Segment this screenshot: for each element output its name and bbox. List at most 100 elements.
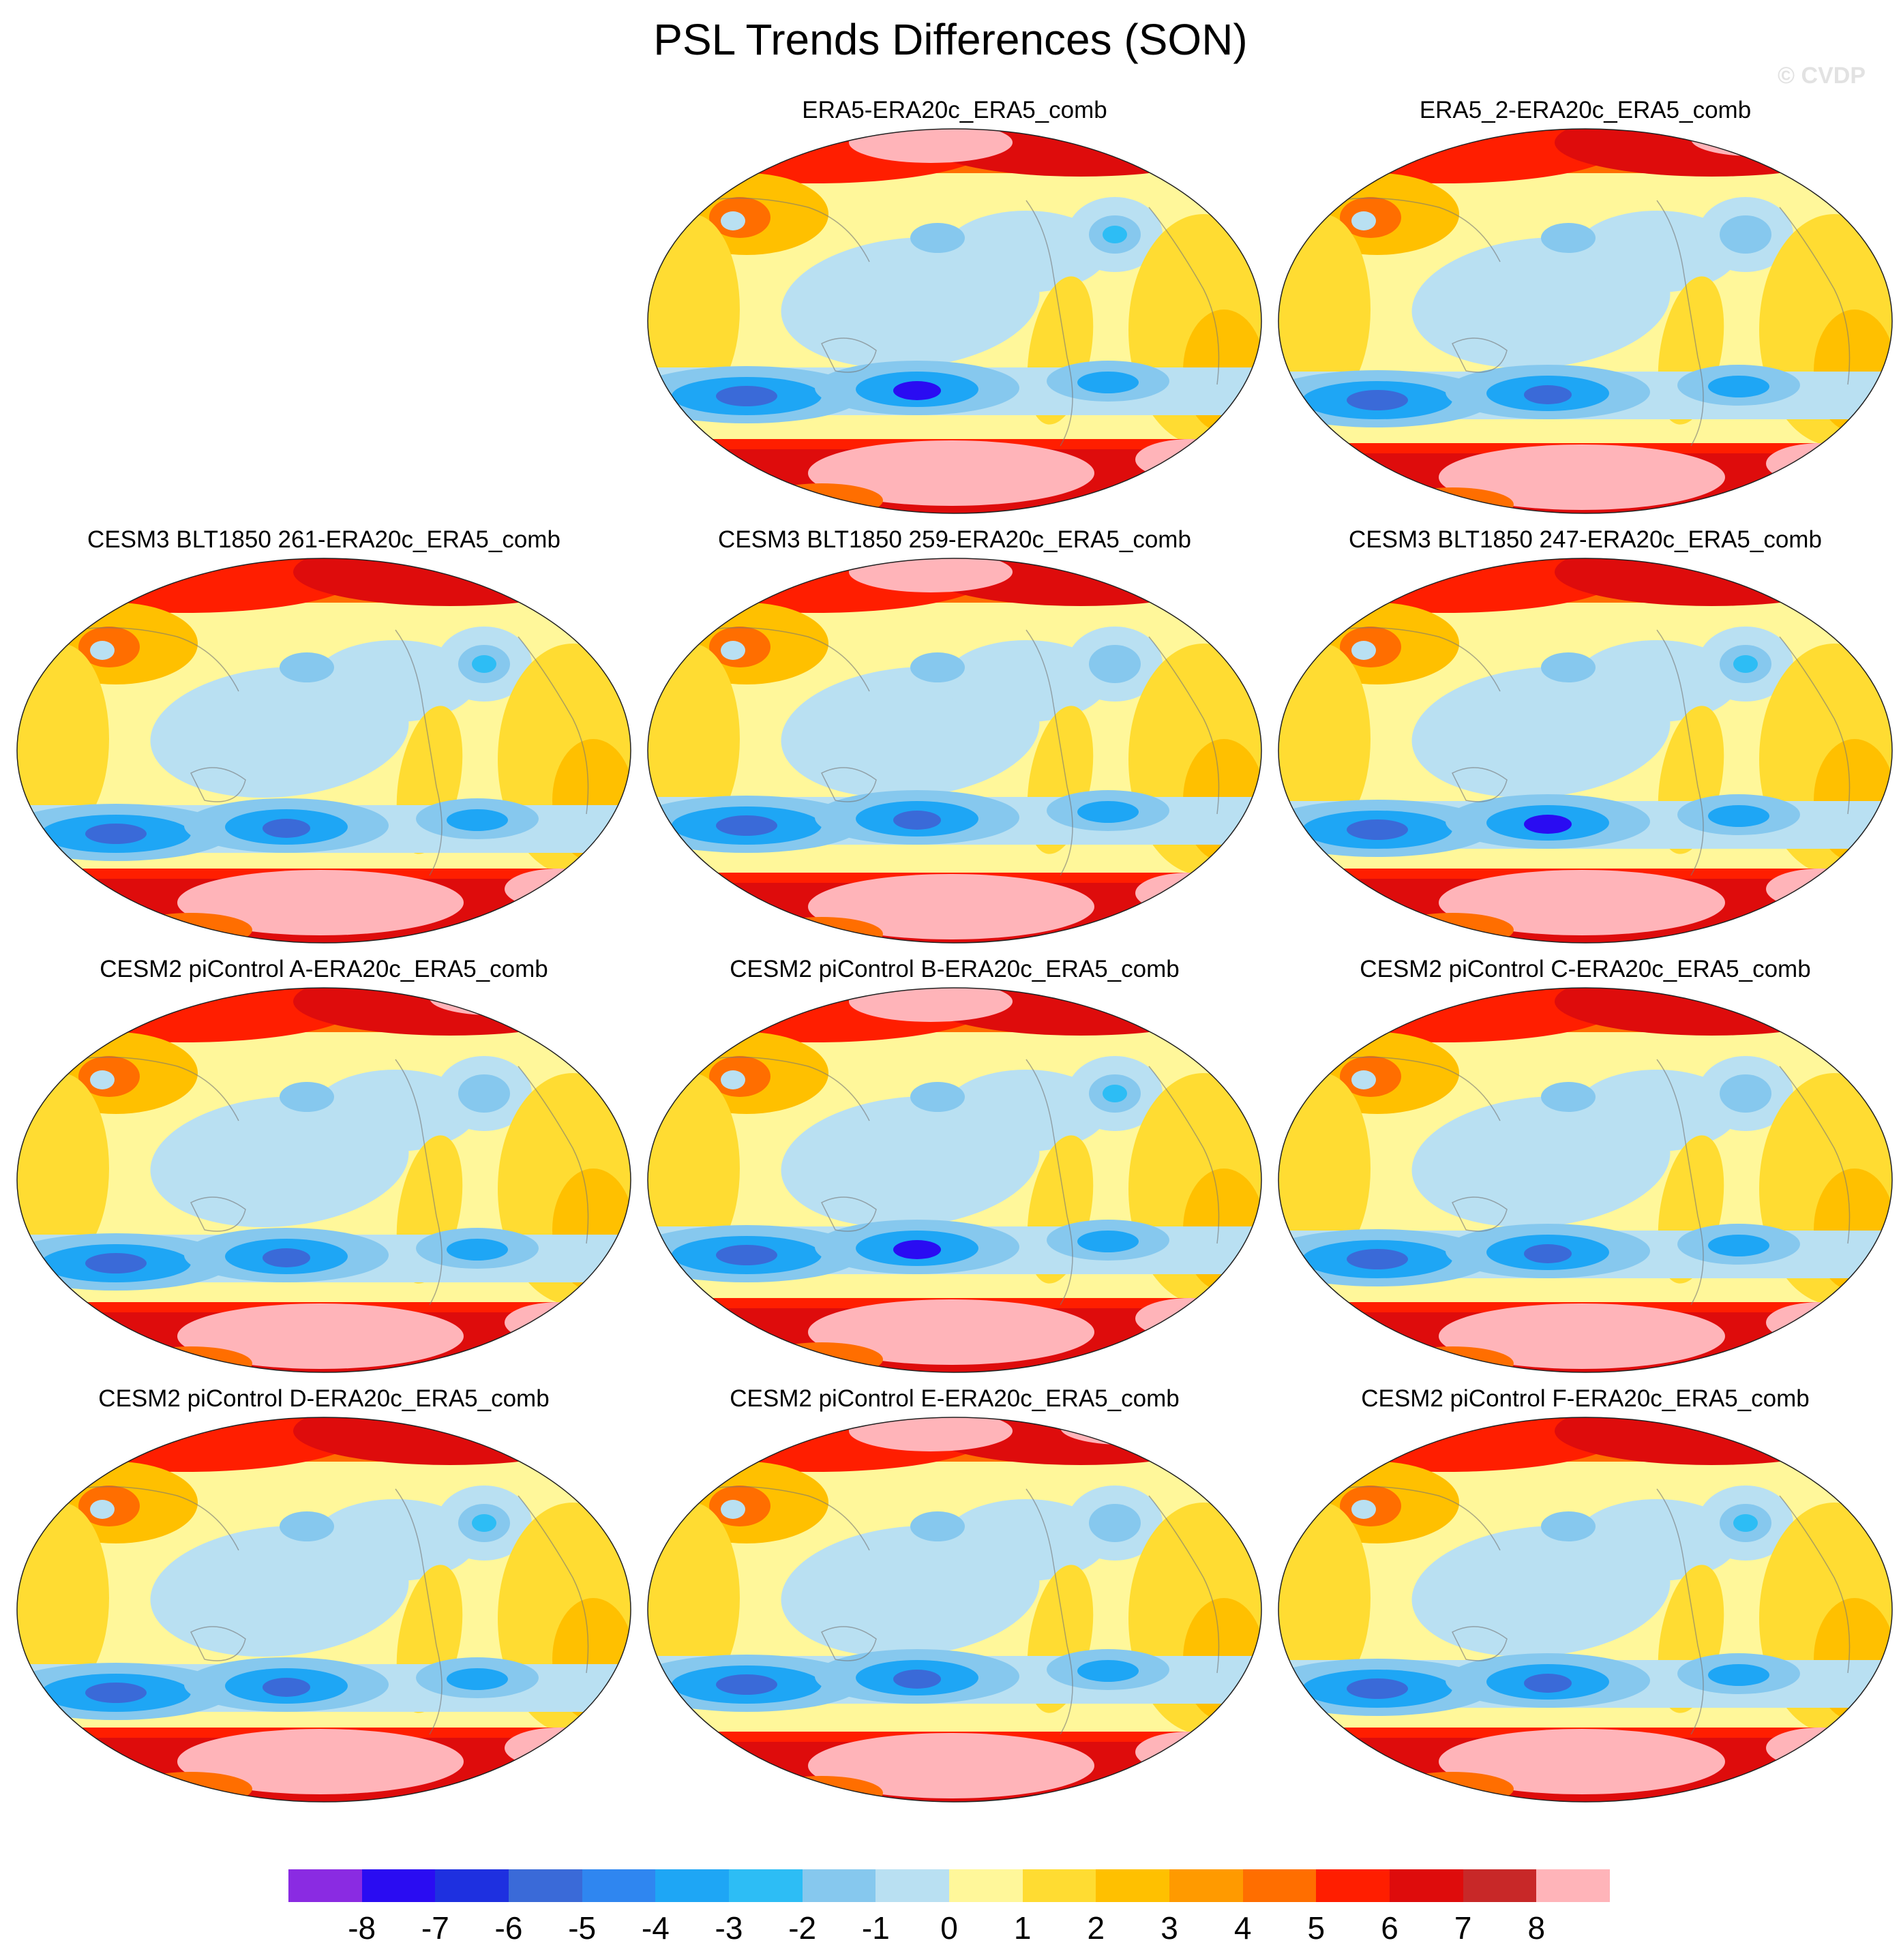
antarctic-max-east: [505, 1302, 614, 1343]
antarctic-coast: [1391, 1772, 1514, 1802]
coastline-2: [74, 1486, 239, 1551]
colorbar-tick-label: -5: [568, 1910, 597, 1946]
north-pacific-low: [944, 211, 1108, 292]
coastline-2: [705, 1486, 870, 1551]
map-panel: CESM3 BLT1850 261-ERA20c_ERA5_comb: [14, 525, 634, 948]
map-panel: CESM2 piControl F-ERA20c_ERA5_comb: [1275, 1384, 1896, 1807]
colorbar-swatch: [1390, 1869, 1464, 1902]
tibet-low: [90, 1500, 115, 1519]
map-field: [16, 1417, 631, 1803]
coastline-1: [518, 1066, 589, 1244]
panel-title: CESM3 BLT1850 247-ERA20c_ERA5_comb: [1349, 526, 1822, 553]
coastline-3: [1451, 337, 1508, 373]
map-outline: [647, 1417, 1262, 1803]
north-pacific-low: [1575, 640, 1739, 722]
north-pacific-core: [1541, 223, 1596, 253]
southern-low-atlantic-core: [1077, 372, 1139, 393]
coastline-0: [1656, 1059, 1704, 1306]
panel-title: CESM2 piControl A-ERA20c_ERA5_comb: [100, 956, 548, 982]
north-pacific-low: [1575, 1070, 1739, 1151]
map-outline: [16, 1417, 631, 1803]
southern-low-pacific-center: [263, 1248, 310, 1267]
southern-low-pacific-center: [893, 811, 941, 830]
southern-low-atlantic-core: [447, 1668, 508, 1690]
tibet-low: [1351, 641, 1376, 660]
antarctic-max-east: [1766, 1302, 1875, 1343]
colorbar-tick-label: 7: [1454, 1910, 1472, 1946]
southern-low-indian-center: [716, 815, 777, 836]
map-field: [647, 558, 1262, 944]
coastline-0: [1656, 1488, 1704, 1735]
colorbar-swatch: [1316, 1869, 1390, 1902]
colorbar-swatch: [582, 1869, 656, 1902]
north-atlantic-center: [472, 655, 496, 673]
southern-low-indian-center: [85, 1253, 147, 1273]
north-pacific-core: [280, 652, 334, 682]
antarctic-max: [1439, 444, 1725, 510]
coastline-1: [1779, 1066, 1851, 1244]
antarctic-coast: [130, 913, 252, 943]
panel-title: CESM2 piControl D-ERA20c_ERA5_comb: [98, 1385, 550, 1412]
north-pacific-low: [314, 1499, 477, 1581]
southern-low-indian-center: [1347, 819, 1408, 840]
indian-ocean-west: [1278, 1503, 1371, 1693]
coastline-1: [1779, 636, 1851, 815]
tibet-low: [721, 211, 745, 230]
southern-low-pacific-center: [263, 1678, 310, 1697]
north-atlantic-center: [1733, 1514, 1758, 1532]
antarctic-max: [808, 1733, 1094, 1798]
panel-title: CESM2 piControl B-ERA20c_ERA5_comb: [730, 956, 1180, 982]
southern-low-pacific-center: [1524, 1674, 1572, 1693]
antarctic-coast: [130, 1772, 252, 1802]
coastline-2: [1336, 627, 1501, 692]
indian-ocean-west: [1278, 1073, 1371, 1264]
southern-low-atlantic-core: [1708, 376, 1769, 397]
map-field: [16, 558, 631, 944]
tibet-low: [721, 1070, 745, 1089]
coastline-2: [705, 1056, 870, 1121]
coastline-0: [395, 1059, 443, 1306]
coastline-2: [705, 627, 870, 692]
map-panel: CESM3 BLT1850 259-ERA20c_ERA5_comb: [644, 525, 1265, 948]
north-pacific-core: [1541, 652, 1596, 682]
north-atlantic-core: [1720, 1074, 1771, 1113]
colorbar-labels: -8 -7 -6 -5 -4 -3 -2 -1 0 1 2 3 4 5 6 7 8: [288, 1909, 1610, 1950]
coastline-2: [1336, 197, 1501, 262]
map-field: [16, 987, 631, 1373]
coastline-1: [518, 636, 589, 815]
southern-low-indian-center: [716, 1674, 777, 1695]
southern-low-pacific-center: [1524, 385, 1572, 404]
southern-low-pacific-center: [893, 1670, 941, 1689]
map-panel: CESM2 piControl A-ERA20c_ERA5_comb: [14, 954, 634, 1377]
coastline-3: [190, 1196, 246, 1232]
antarctic-max-east: [1766, 443, 1875, 484]
colorbar-tick-label: -7: [421, 1910, 449, 1946]
coastline-3: [820, 1626, 877, 1661]
panel-title: CESM2 piControl C-ERA20c_ERA5_comb: [1360, 956, 1811, 982]
coastline-3: [1451, 767, 1508, 802]
colorbar-swatch: [1536, 1869, 1611, 1902]
colorbar-swatch: [1096, 1869, 1170, 1902]
tibet-low: [721, 641, 745, 660]
indian-ocean-west: [648, 1073, 740, 1264]
antarctic-max: [1439, 870, 1725, 935]
southern-low-atlantic-core: [1708, 805, 1769, 827]
southern-low-indian-center: [716, 386, 777, 406]
coastline-0: [1026, 1059, 1073, 1306]
antarctic-max: [177, 870, 464, 935]
north-pacific-low: [314, 640, 477, 722]
tibet-low: [1351, 211, 1376, 230]
southern-low-indian-center: [85, 824, 147, 844]
coastline-1: [1148, 636, 1220, 815]
tibet-low: [1351, 1500, 1376, 1519]
indian-ocean-west: [17, 1503, 109, 1693]
map-field: [1278, 558, 1893, 944]
colorbar-swatch: [949, 1869, 1023, 1902]
map-panel: CESM2 piControl B-ERA20c_ERA5_comb: [644, 954, 1265, 1377]
map-field: [647, 987, 1262, 1373]
north-atlantic-core: [458, 1074, 510, 1113]
panel-title: CESM3 BLT1850 261-ERA20c_ERA5_comb: [87, 526, 560, 553]
colorbar-swatch: [802, 1869, 876, 1902]
north-pacific-core: [910, 223, 965, 253]
antarctic-max-east: [1135, 873, 1244, 914]
